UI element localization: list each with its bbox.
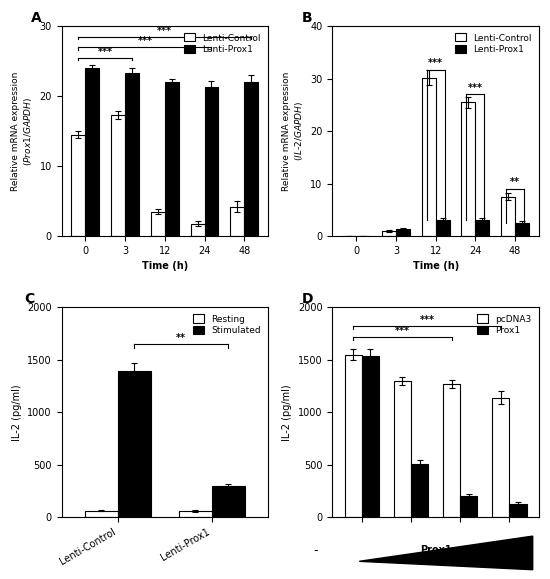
Legend: Lenti-Control, Lenti-Prox1: Lenti-Control, Lenti-Prox1	[453, 31, 535, 57]
Polygon shape	[359, 536, 533, 570]
Bar	[72, 135, 85, 236]
Bar	[443, 384, 460, 517]
Bar	[411, 464, 428, 517]
Bar	[165, 82, 179, 236]
Y-axis label: Relative mRNA expression
($\it{Prox1/GAPDH}$): Relative mRNA expression ($\it{Prox1/GAP…	[11, 71, 34, 191]
Bar	[125, 73, 139, 236]
Text: ***: ***	[395, 325, 410, 336]
Legend: pcDNA3, Prox1: pcDNA3, Prox1	[475, 312, 535, 338]
Y-axis label: IL-2 (pg/ml): IL-2 (pg/ml)	[283, 384, 293, 441]
Bar	[394, 381, 411, 517]
Bar	[492, 398, 509, 517]
Bar	[396, 229, 410, 236]
Bar	[460, 496, 477, 517]
Bar	[382, 231, 396, 236]
Text: ***: ***	[428, 58, 443, 68]
Text: -: -	[314, 544, 318, 558]
Bar	[205, 87, 218, 236]
Bar	[111, 115, 125, 236]
Bar	[85, 511, 118, 517]
Text: A: A	[31, 11, 41, 25]
X-axis label: Time (h): Time (h)	[412, 261, 459, 272]
Bar	[191, 223, 205, 236]
Y-axis label: IL-2 (pg/ml): IL-2 (pg/ml)	[12, 384, 21, 441]
Bar	[151, 211, 165, 236]
Text: ***: ***	[138, 36, 152, 46]
Legend: Lenti-Control, Lenti-Prox1: Lenti-Control, Lenti-Prox1	[182, 31, 263, 57]
Text: B: B	[301, 11, 312, 25]
Bar	[85, 68, 100, 236]
Bar	[179, 511, 212, 517]
Y-axis label: Relative mRNA expression
($\it{IL\text{-}2/GAPDH}$): Relative mRNA expression ($\it{IL\text{-…	[282, 71, 305, 191]
Bar	[501, 197, 515, 236]
X-axis label: Time (h): Time (h)	[142, 261, 188, 272]
Text: ***: ***	[157, 26, 172, 36]
Text: **: **	[510, 177, 520, 187]
Text: **: **	[176, 333, 186, 343]
Text: ***: ***	[468, 83, 483, 93]
Text: Prox1: Prox1	[420, 544, 452, 555]
Bar	[475, 221, 490, 236]
Legend: Resting, Stimulated: Resting, Stimulated	[190, 312, 263, 338]
Bar	[436, 221, 449, 236]
Bar	[362, 356, 379, 517]
Bar	[212, 486, 245, 517]
Text: D: D	[301, 292, 313, 306]
Bar	[244, 82, 258, 236]
Bar	[422, 78, 436, 236]
Text: ***: ***	[420, 315, 435, 325]
Bar	[515, 223, 529, 236]
Text: C: C	[24, 292, 35, 306]
Text: ***: ***	[98, 47, 113, 57]
Bar	[509, 504, 526, 517]
Bar	[230, 207, 244, 236]
Bar	[118, 371, 151, 517]
Bar	[461, 102, 475, 236]
Bar	[345, 354, 362, 517]
